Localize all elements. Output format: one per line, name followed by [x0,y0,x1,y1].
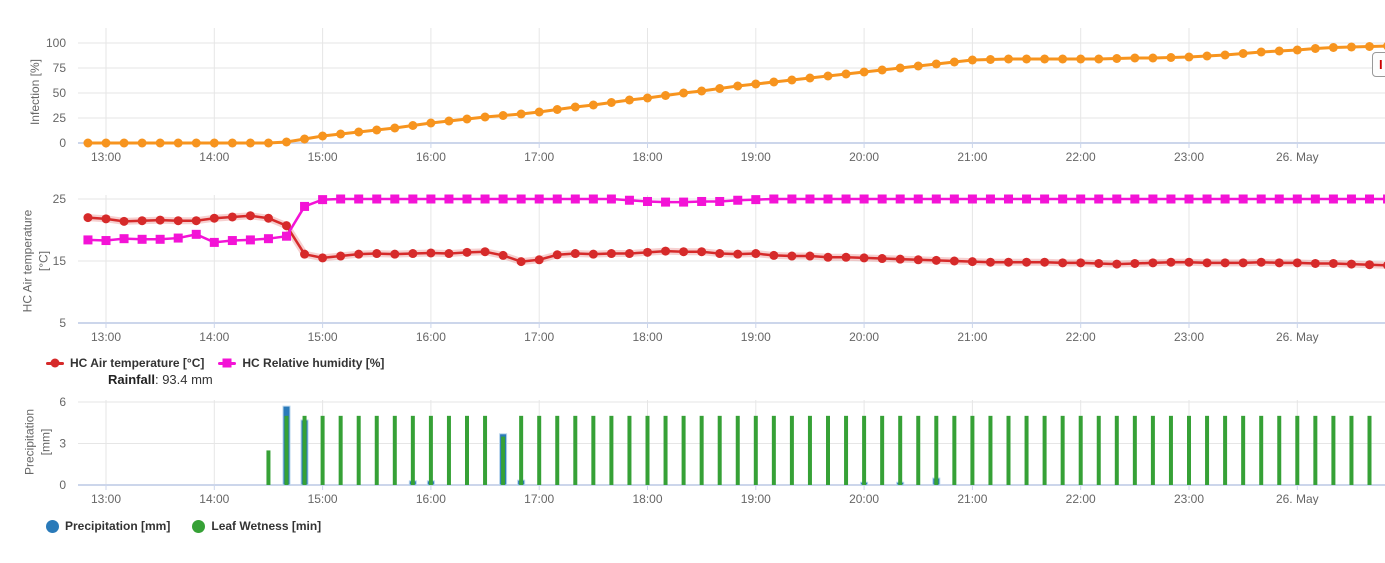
humidity-square-icon [222,358,232,368]
svg-text:15:00: 15:00 [308,330,338,344]
svg-text:13:00: 13:00 [91,150,121,164]
svg-text:18:00: 18:00 [632,150,662,164]
svg-text:14:00: 14:00 [199,492,229,505]
legend-label-leaf-wetness: Leaf Wetness [min] [211,519,322,533]
svg-text:3: 3 [59,437,66,451]
legend-item-precipitation[interactable]: Precipitation [mm] [46,519,170,533]
svg-text:25: 25 [53,192,67,206]
svg-text:26. May: 26. May [1276,330,1319,344]
svg-text:19:00: 19:00 [741,492,771,505]
svg-text:26. May: 26. May [1276,492,1319,505]
svg-text:21:00: 21:00 [957,492,987,505]
temperature-humidity-legend: HC Air temperature [°C] HC Relative humi… [46,356,384,370]
svg-text:15:00: 15:00 [308,150,338,164]
svg-text:23:00: 23:00 [1174,150,1204,164]
legend-item-relative-humidity[interactable]: HC Relative humidity [%] [218,356,384,370]
svg-text:15: 15 [53,254,67,268]
precipitation-legend: Precipitation [mm] Leaf Wetness [min] [46,519,321,533]
svg-text:13:00: 13:00 [91,330,121,344]
svg-text:20:00: 20:00 [849,330,879,344]
precipitation-y-axis-title-line2: [mm] [38,428,52,456]
svg-text:75: 75 [53,61,67,75]
temperature-y-axis-title-line1: HC Air temperature [20,209,35,313]
svg-text:6: 6 [59,395,66,409]
svg-text:17:00: 17:00 [524,492,554,505]
infection-legend-box-cutoff[interactable]: I [1372,52,1385,77]
svg-text:13:00: 13:00 [91,492,121,505]
infection-y-axis-title: Infection [%] [28,58,43,126]
leaf-wetness-dot-icon [192,519,206,533]
infection-chart-plot: 13:00 14:00 15:00 16:00 17:00 18:00 19:00 20:00… [46,28,1385,164]
temperature-humidity-chart-plot: 13:00 14:00 15:00 16:00 17:00 18:00 19:00 20:00… [53,192,1385,344]
svg-text:17:00: 17:00 [524,330,554,344]
svg-text:26. May: 26. May [1276,150,1319,164]
humidity-line-marker-icon [218,358,237,368]
svg-text:15:00: 15:00 [308,492,338,505]
legend-label-precipitation: Precipitation [mm] [65,519,171,533]
precipitation-y-axis-title-line1: Precipitation [22,408,37,476]
svg-text:20:00: 20:00 [849,492,879,505]
precipitation-dot-icon [46,519,59,533]
svg-text:18:00: 18:00 [632,330,662,344]
svg-text:14:00: 14:00 [199,330,229,344]
svg-text:23:00: 23:00 [1174,492,1204,505]
svg-text:19:00: 19:00 [741,150,771,164]
rainfall-label: Rainfall [108,372,155,387]
svg-text:0: 0 [59,136,66,150]
svg-text:14:00: 14:00 [199,150,229,164]
temperature-y-axis-title-line2: [°C] [36,250,50,272]
svg-text:17:00: 17:00 [524,150,554,164]
svg-text:100: 100 [46,36,66,50]
svg-text:25: 25 [53,111,67,125]
svg-text:5: 5 [59,316,66,330]
svg-text:21:00: 21:00 [957,150,987,164]
svg-text:19:00: 19:00 [741,330,771,344]
legend-label-air-temperature: HC Air temperature [°C] [70,356,205,370]
svg-text:18:00: 18:00 [632,492,662,505]
precipitation-y-axis-title: Precipitation [mm] [22,409,53,475]
svg-text:16:00: 16:00 [416,150,446,164]
temperature-dot-icon [50,358,60,368]
svg-text:23:00: 23:00 [1174,330,1204,344]
svg-text:22:00: 22:00 [1066,150,1096,164]
temperature-line-marker-icon [46,358,64,368]
svg-text:0: 0 [59,478,66,492]
legend-label-relative-humidity: HC Relative humidity [%] [242,356,385,370]
svg-text:16:00: 16:00 [416,330,446,344]
legend-item-air-temperature[interactable]: HC Air temperature [°C] [46,356,204,370]
rainfall-value: : 93.4 mm [154,372,213,387]
svg-text:21:00: 21:00 [957,330,987,344]
svg-text:16:00: 16:00 [416,492,446,505]
svg-text:20:00: 20:00 [849,150,879,164]
svg-text:50: 50 [53,86,67,100]
svg-text:22:00: 22:00 [1066,330,1096,344]
rainfall-total: Rainfall: 93.4 mm [108,372,213,387]
temperature-y-axis-title: HC Air temperature [°C] [20,210,51,313]
infection-legend-fragment: I [1379,57,1383,72]
legend-item-leaf-wetness[interactable]: Leaf Wetness [min] [192,519,321,533]
svg-text:22:00: 22:00 [1066,492,1096,505]
precipitation-chart-plot: 13:00 14:00 15:00 16:00 17:00 18:00 19:00 20:00… [59,395,1385,505]
